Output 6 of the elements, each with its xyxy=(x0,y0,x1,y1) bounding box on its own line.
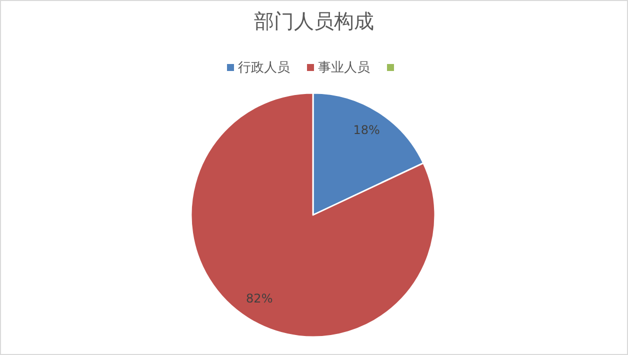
pie-slice xyxy=(190,92,436,338)
data-label: 82% xyxy=(246,292,273,306)
chart-title: 部门人员构成 xyxy=(254,9,374,33)
legend-label: 行政人员 xyxy=(238,60,290,76)
data-label: 18% xyxy=(353,122,380,137)
legend-label: 事业人员 xyxy=(318,60,370,76)
